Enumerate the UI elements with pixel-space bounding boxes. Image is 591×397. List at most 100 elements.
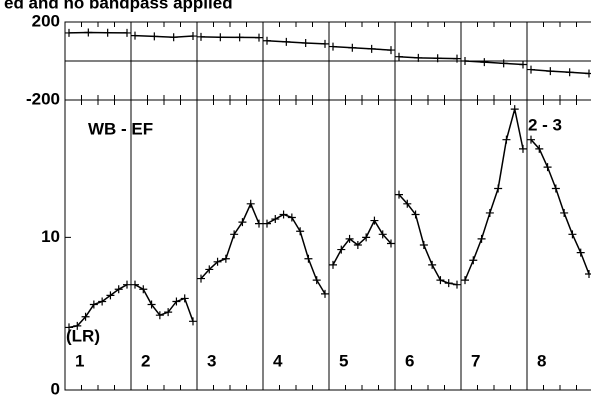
data-point [565, 68, 574, 77]
y-tick-label: 0 [51, 379, 60, 397]
data-point [301, 39, 310, 48]
data-point [444, 279, 453, 288]
window-label: 2 [141, 351, 150, 370]
data-point [312, 276, 321, 285]
data-point [106, 291, 115, 300]
data-point [519, 144, 527, 153]
data-point [395, 190, 403, 199]
data-point [546, 67, 555, 76]
data-point [287, 213, 296, 222]
data-point [337, 245, 346, 254]
data-point [238, 218, 247, 227]
data-point [189, 317, 197, 326]
data-point [585, 69, 591, 78]
data-point [436, 276, 445, 285]
data-point [494, 184, 503, 193]
series-line [398, 55, 458, 60]
data-point [403, 199, 412, 208]
data-point [321, 289, 329, 298]
data-point [419, 241, 428, 249]
annotation: 2 - 3 [528, 115, 562, 134]
data-point [155, 311, 164, 320]
data-point [197, 32, 205, 41]
data-point [255, 33, 263, 42]
data-point [98, 297, 107, 306]
y-tick-label: -200 [26, 89, 60, 108]
data-point [246, 199, 255, 208]
data-point [180, 294, 189, 303]
data-point [502, 135, 511, 144]
data-point [362, 233, 371, 242]
data-point [535, 144, 544, 153]
series-line [530, 139, 590, 275]
data-point [164, 308, 173, 317]
data-point [65, 323, 73, 332]
data-point [485, 208, 494, 217]
series-line [266, 39, 326, 45]
data-point [428, 260, 437, 269]
series-line [398, 194, 458, 286]
data-point [329, 260, 337, 269]
window-label: 4 [273, 351, 283, 370]
data-point [461, 57, 469, 65]
data-point [411, 210, 420, 219]
data-point [348, 43, 357, 52]
data-point [150, 32, 159, 41]
data-point [263, 36, 271, 45]
data-point [519, 60, 527, 69]
data-point [469, 256, 478, 265]
data-point [353, 241, 362, 249]
data-point [103, 28, 112, 37]
data-point [123, 28, 131, 37]
data-point [378, 230, 387, 239]
data-point [235, 33, 244, 42]
series-line [464, 108, 524, 281]
series-line [200, 201, 260, 280]
window-label: 3 [207, 351, 216, 370]
data-point [510, 105, 519, 114]
data-point [560, 208, 569, 217]
chart-title: ed and no bandpass applied [4, 0, 233, 12]
data-point [387, 239, 395, 248]
annotation: (LR) [66, 326, 100, 345]
y-tick-label: 10 [41, 227, 60, 246]
panel-frame [64, 99, 591, 391]
data-point [585, 270, 591, 278]
data-point [576, 248, 585, 257]
data-point [527, 65, 535, 74]
data-point [321, 39, 329, 48]
data-point [255, 219, 263, 228]
data-point [169, 33, 178, 42]
data-point [370, 216, 379, 225]
data-point [477, 234, 486, 243]
data-point [84, 28, 93, 37]
data-point [197, 274, 205, 283]
data-point [73, 321, 82, 330]
data-point [131, 280, 139, 289]
window-label: 7 [471, 351, 480, 370]
data-point [461, 276, 469, 285]
data-point [221, 254, 230, 263]
series-line [68, 284, 128, 329]
data-point [387, 46, 395, 55]
data-point [89, 300, 98, 309]
data-point [499, 59, 508, 68]
series-line [332, 45, 392, 51]
data-point [345, 234, 354, 243]
data-point [543, 163, 552, 172]
data-point [453, 54, 461, 63]
data-point [263, 219, 271, 228]
data-point [147, 300, 156, 309]
data-point [453, 280, 461, 289]
data-point [81, 312, 90, 321]
data-point [131, 31, 139, 40]
data-point [65, 28, 73, 37]
data-point [480, 58, 489, 67]
window-label: 1 [75, 351, 84, 370]
data-point [282, 37, 291, 46]
data-point [551, 184, 560, 193]
window-label: 8 [537, 351, 546, 370]
data-point [216, 33, 225, 42]
data-point [329, 42, 337, 51]
